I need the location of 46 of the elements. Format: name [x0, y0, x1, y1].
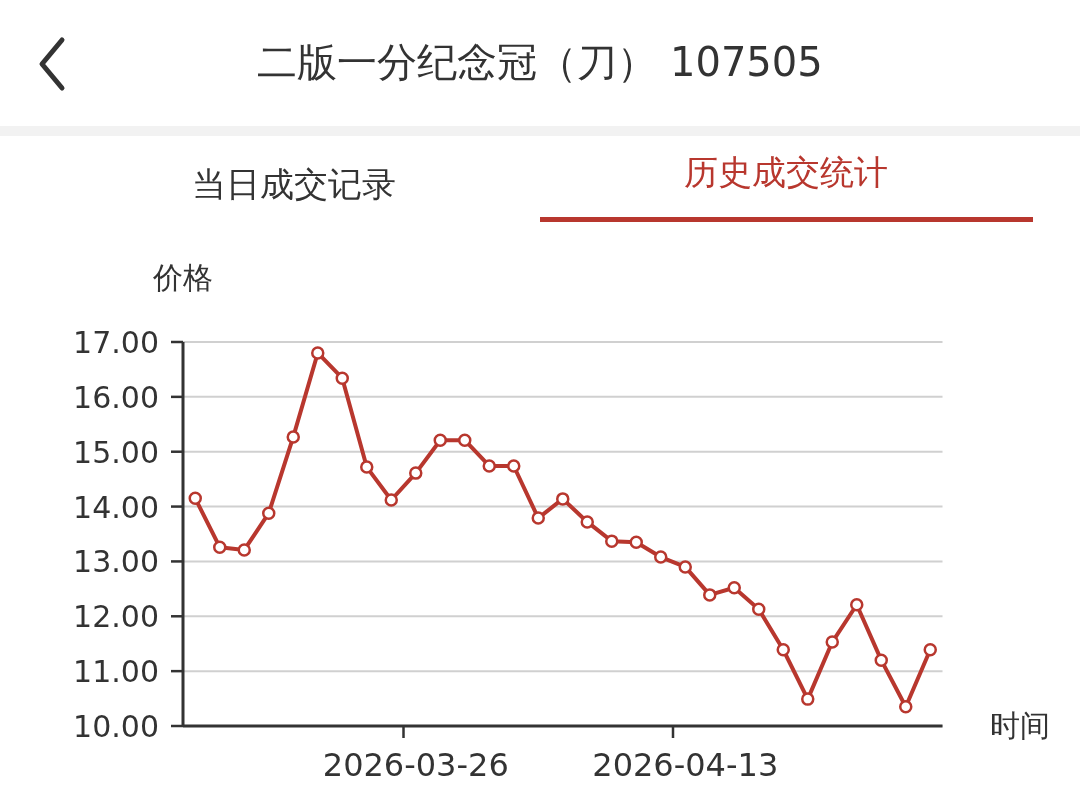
point	[874, 653, 888, 667]
point	[286, 430, 300, 444]
y-tick-label: 13.00	[73, 544, 159, 580]
point	[629, 535, 643, 549]
text: 历史成交统计	[684, 152, 888, 192]
point	[188, 491, 202, 506]
x-tick-label: 2026-04-13	[592, 746, 779, 784]
point	[507, 459, 521, 473]
point	[801, 692, 815, 706]
point	[409, 466, 423, 480]
point	[727, 581, 741, 595]
point	[703, 588, 717, 602]
point	[923, 643, 937, 657]
point	[776, 643, 790, 657]
point	[556, 492, 570, 506]
y-tick-label: 10.00	[73, 709, 159, 744]
point	[825, 635, 839, 649]
point	[262, 506, 276, 520]
point	[360, 460, 374, 474]
y-tick-label: 12.00	[73, 599, 159, 635]
y-axis-title: 价格	[152, 260, 213, 295]
chart-title: 二版一分纪念冠（刀） 107505	[257, 39, 823, 85]
text: 当日成交记录	[192, 164, 396, 204]
point	[580, 515, 594, 529]
x-axis-title: 时间	[990, 708, 1050, 743]
y-tick-label: 14.00	[73, 489, 159, 525]
point	[654, 550, 668, 564]
point	[752, 602, 766, 616]
point	[482, 459, 496, 473]
point	[213, 540, 227, 554]
point	[605, 534, 619, 548]
point	[311, 346, 325, 360]
point	[678, 560, 692, 574]
y-tick-label: 15.00	[73, 434, 159, 470]
point	[458, 433, 472, 447]
y-tick-label: 11.00	[73, 654, 159, 690]
point	[531, 511, 545, 525]
point	[899, 700, 913, 714]
x-tick-label: 2026-03-26	[322, 746, 509, 784]
point	[335, 371, 349, 385]
point	[433, 433, 447, 447]
y-tick-label: 17.00	[73, 325, 159, 360]
point	[237, 543, 251, 557]
point	[850, 598, 864, 612]
y-tick-label: 16.00	[73, 379, 159, 415]
point	[384, 493, 398, 507]
